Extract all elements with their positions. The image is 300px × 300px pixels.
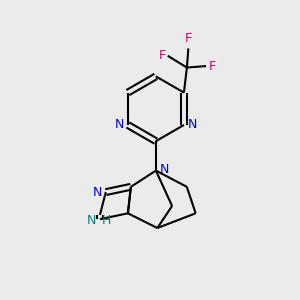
Text: N: N xyxy=(93,186,102,199)
Text: N: N xyxy=(188,118,197,131)
Text: N: N xyxy=(87,214,96,227)
Text: F: F xyxy=(208,60,215,73)
Text: F: F xyxy=(185,32,192,46)
Text: N: N xyxy=(115,118,124,131)
Text: F: F xyxy=(158,49,165,62)
Text: H: H xyxy=(101,214,111,227)
Text: N: N xyxy=(159,163,169,176)
